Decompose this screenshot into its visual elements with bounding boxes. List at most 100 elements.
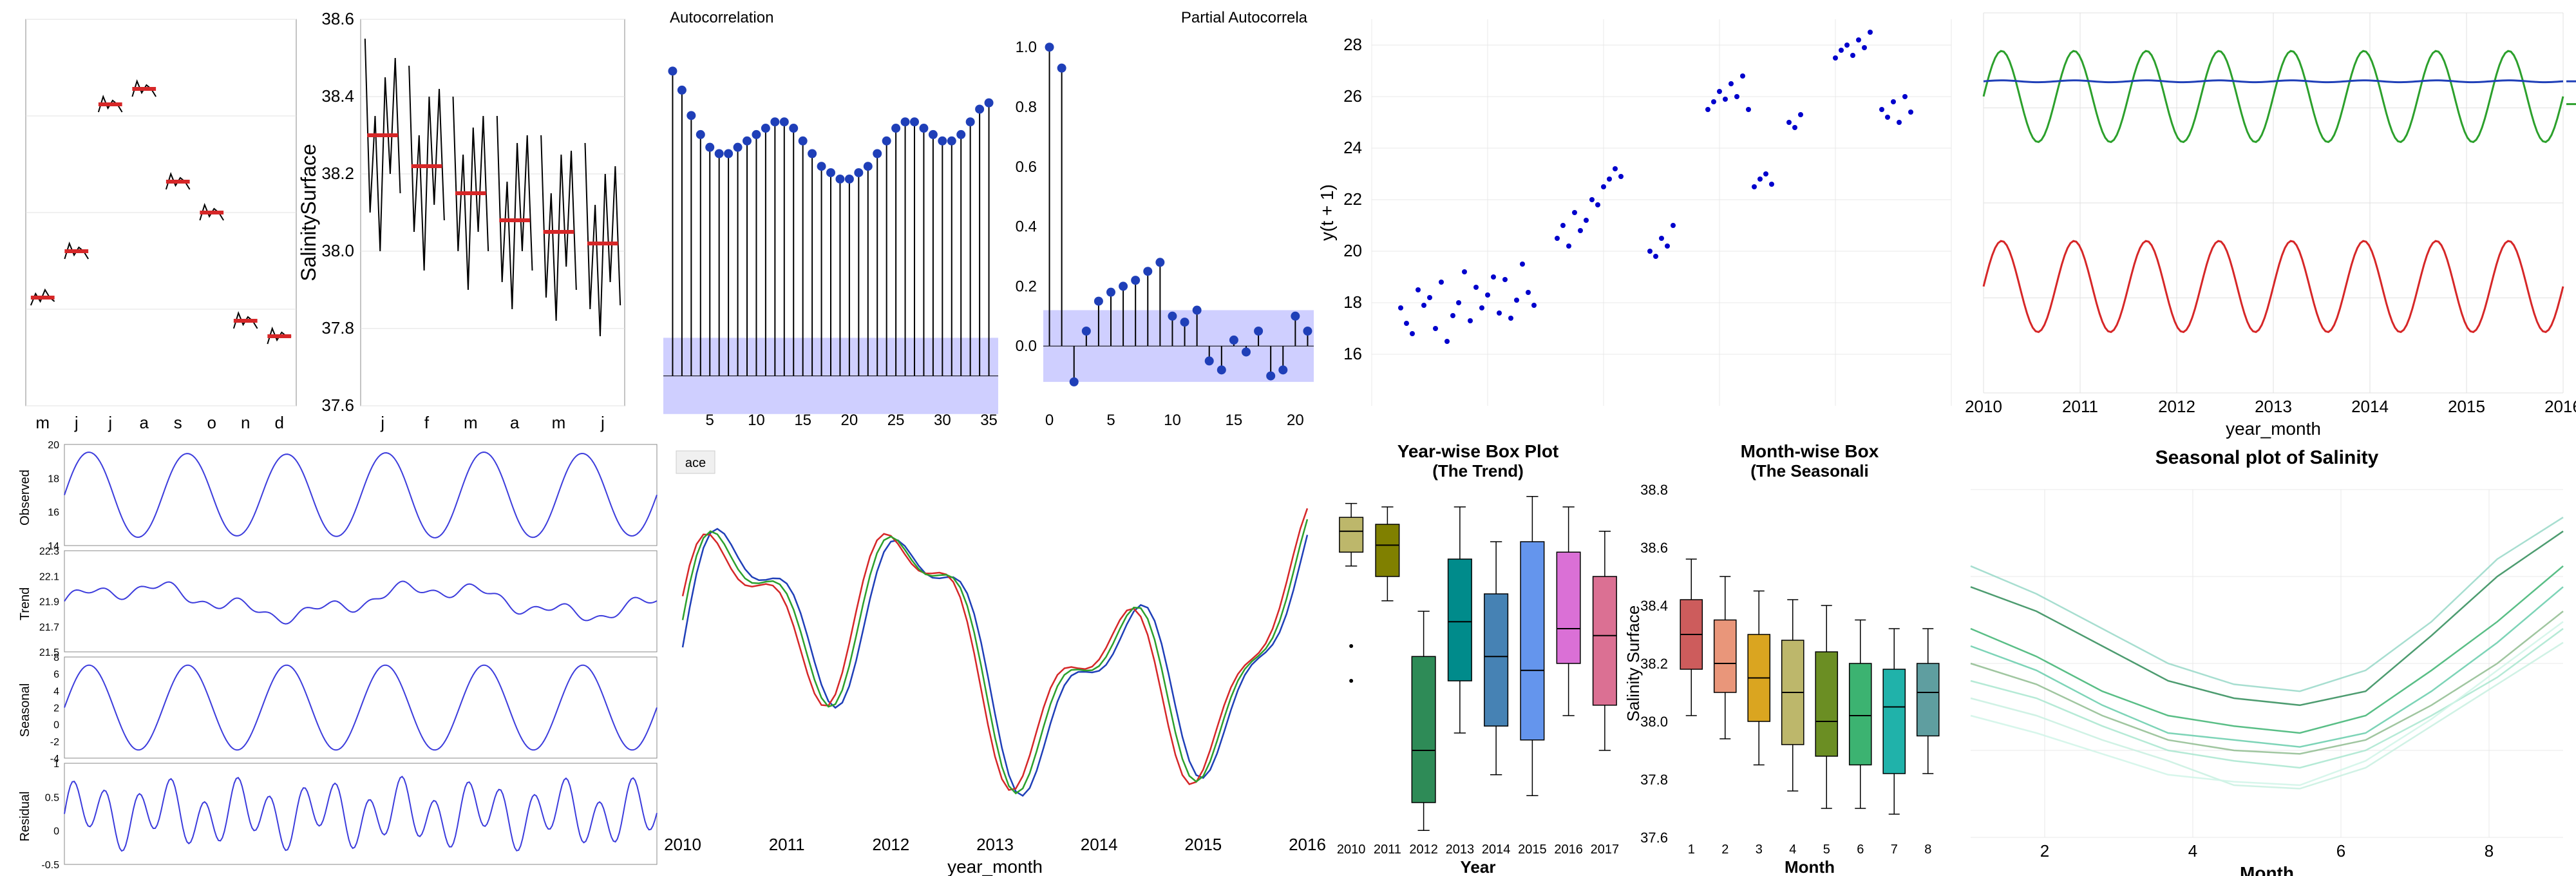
svg-text:6: 6	[2336, 841, 2345, 861]
svg-text:20: 20	[1287, 412, 1304, 429]
panel-i-year-boxplot: Year-wise Box Plot(The Trend)20102011201…	[1337, 441, 1619, 876]
panel-f-sines: 2010201120122013201420152016year_month	[1965, 13, 2576, 439]
panel-a-monthly: mjjasond	[26, 19, 296, 432]
svg-text:24: 24	[1343, 138, 1362, 157]
svg-text:2011: 2011	[769, 835, 805, 854]
panel-j-month-boxplot: Month-wise Box(The Seasonali37.637.838.0…	[1624, 441, 1939, 876]
svg-text:2015: 2015	[2448, 397, 2485, 416]
svg-text:Seasonal plot of Salinity: Seasonal plot of Salinity	[2155, 447, 2379, 468]
svg-text:28: 28	[1343, 35, 1362, 54]
svg-text:1.0: 1.0	[1016, 39, 1037, 56]
svg-text:0.5: 0.5	[45, 792, 59, 803]
svg-text:j: j	[600, 413, 605, 432]
svg-text:f: f	[424, 413, 430, 432]
svg-text:38.6: 38.6	[321, 9, 354, 28]
svg-text:8: 8	[53, 652, 59, 663]
svg-text:2014: 2014	[2351, 397, 2389, 416]
panel-g-decomposition: 14161820Observed21.521.721.922.122.3Tren…	[18, 440, 657, 871]
svg-text:Trend: Trend	[18, 587, 32, 621]
svg-text:Observed: Observed	[18, 470, 32, 526]
svg-text:2017: 2017	[1591, 843, 1620, 857]
svg-text:2016: 2016	[1554, 843, 1583, 857]
svg-text:2015: 2015	[1184, 835, 1222, 854]
svg-text:15: 15	[794, 412, 811, 429]
svg-text:38.4: 38.4	[1640, 598, 1668, 614]
svg-text:0.2: 0.2	[1016, 278, 1037, 295]
svg-text:22: 22	[1343, 189, 1362, 209]
svg-text:0.4: 0.4	[1016, 218, 1037, 236]
svg-text:Salinity Surface: Salinity Surface	[1624, 605, 1643, 722]
svg-text:30: 30	[934, 412, 951, 429]
svg-text:year_month: year_month	[947, 857, 1043, 876]
svg-text:Year-wise Box Plot: Year-wise Box Plot	[1397, 441, 1559, 461]
svg-text:j: j	[74, 413, 79, 432]
svg-text:-0.5: -0.5	[41, 860, 59, 871]
svg-text:2016: 2016	[2544, 397, 2576, 416]
svg-text:5: 5	[1106, 412, 1115, 429]
svg-text:2014: 2014	[1081, 835, 1118, 854]
svg-text:37.6: 37.6	[321, 395, 354, 415]
svg-text:4: 4	[2188, 841, 2197, 861]
svg-text:0: 0	[1045, 412, 1054, 429]
svg-text:20: 20	[1343, 241, 1362, 260]
svg-text:38.0: 38.0	[1640, 714, 1668, 730]
svg-text:(The Seasonali: (The Seasonali	[1750, 461, 1869, 481]
svg-text:2011: 2011	[1374, 843, 1401, 857]
svg-text:y(t + 1): y(t + 1)	[1317, 184, 1337, 241]
svg-text:0.6: 0.6	[1016, 158, 1037, 176]
svg-text:m: m	[552, 413, 566, 432]
svg-text:2013: 2013	[1446, 843, 1475, 857]
svg-text:Partial Autocorrela: Partial Autocorrela	[1181, 9, 1308, 26]
svg-text:Month-wise Box: Month-wise Box	[1741, 441, 1879, 461]
svg-text:j: j	[380, 413, 384, 432]
panel-e-scatter: 16182022242628y(t + 1)	[1317, 19, 1951, 406]
panel-d-pacf: Partial Autocorrela0.00.20.40.60.81.0051…	[1016, 9, 1314, 429]
svg-text:38.0: 38.0	[321, 241, 354, 260]
svg-text:20: 20	[841, 412, 858, 429]
svg-text:a: a	[140, 413, 149, 432]
panel-h-multiline: ace2010201120122013201420152016year_mont…	[664, 451, 1326, 876]
svg-text:m: m	[464, 413, 478, 432]
svg-text:38.4: 38.4	[321, 86, 354, 106]
svg-text:16: 16	[48, 508, 59, 519]
svg-text:21.9: 21.9	[39, 597, 59, 608]
svg-text:6: 6	[1857, 843, 1864, 857]
svg-text:SalinitySurface: SalinitySurface	[297, 144, 320, 281]
svg-text:Autocorrelation: Autocorrelation	[670, 9, 773, 26]
svg-text:2010: 2010	[1965, 397, 2002, 416]
svg-text:8: 8	[2485, 841, 2494, 861]
svg-text:16: 16	[1343, 344, 1362, 363]
panel-b-salinity-monthly: 37.637.838.038.238.438.6SalinitySurfacej…	[297, 9, 625, 432]
svg-text:38.6: 38.6	[1640, 540, 1668, 556]
svg-text:20: 20	[48, 440, 59, 451]
svg-text:year_month: year_month	[2226, 419, 2321, 439]
svg-text:j: j	[108, 413, 112, 432]
svg-text:2010: 2010	[1337, 843, 1366, 857]
svg-text:5: 5	[706, 412, 714, 429]
svg-text:m: m	[35, 413, 50, 432]
svg-text:0: 0	[53, 826, 59, 837]
svg-text:38.2: 38.2	[1640, 656, 1668, 672]
svg-text:2010: 2010	[664, 835, 701, 854]
svg-text:2011: 2011	[2062, 397, 2098, 416]
svg-text:Residual: Residual	[18, 792, 32, 842]
svg-text:1: 1	[1688, 843, 1695, 857]
svg-text:2: 2	[2040, 841, 2049, 861]
svg-text:8: 8	[1924, 843, 1931, 857]
svg-text:18: 18	[1343, 292, 1362, 312]
svg-text:7: 7	[1891, 843, 1898, 857]
svg-text:4: 4	[1789, 843, 1796, 857]
svg-text:s: s	[174, 413, 182, 432]
svg-text:35: 35	[980, 412, 998, 429]
svg-text:Month: Month	[1785, 857, 1835, 876]
svg-text:0.8: 0.8	[1016, 99, 1037, 116]
svg-text:2: 2	[53, 703, 59, 714]
dashboard-svg: mjjasond37.637.838.038.238.438.6Salinity…	[0, 0, 2576, 876]
svg-text:38.2: 38.2	[321, 164, 354, 183]
svg-text:-2: -2	[50, 737, 59, 748]
svg-text:38.8: 38.8	[1640, 482, 1668, 498]
svg-text:37.8: 37.8	[1640, 772, 1668, 788]
svg-text:4: 4	[53, 686, 59, 697]
svg-text:22.3: 22.3	[39, 546, 59, 557]
svg-text:15: 15	[1226, 412, 1243, 429]
